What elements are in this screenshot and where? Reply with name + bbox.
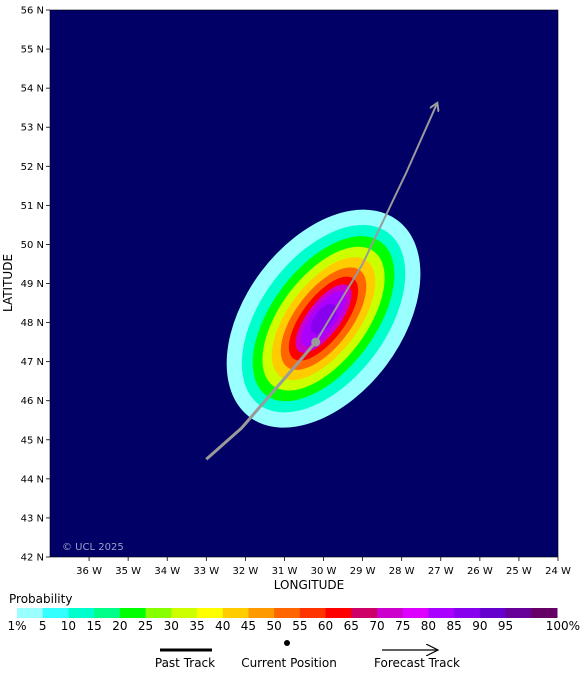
legend-bin	[145, 608, 172, 618]
legend-bin	[402, 608, 429, 618]
legend-bin	[505, 608, 532, 618]
legend-label: 1%	[7, 619, 26, 633]
legend-bin	[274, 608, 301, 618]
lon-tick-label: 36 W	[76, 566, 102, 577]
legend-bin	[325, 608, 352, 618]
lon-tick-label: 33 W	[193, 566, 219, 577]
forecast-track-label: Forecast Track	[374, 656, 460, 670]
legend-bin	[119, 608, 147, 618]
storm-track	[205, 104, 437, 461]
lat-tick-label: 56 N	[21, 6, 44, 17]
lat-tick-label: 50 N	[21, 240, 44, 251]
lat-tick-label: 53 N	[21, 123, 44, 134]
lat-tick-label: 54 N	[21, 84, 44, 95]
legend-bin	[222, 608, 249, 618]
legend-label: 45	[241, 619, 256, 633]
legend-label: 65	[344, 619, 359, 633]
legend-bin	[42, 608, 69, 618]
probability-contours	[226, 209, 421, 428]
lon-tick-label: 28 W	[389, 566, 415, 577]
legend-label: 95	[498, 619, 513, 633]
lat-tick-label: 47 N	[21, 357, 44, 368]
latitude-ticks: 42 N 43 N 44 N 45 N 46 N 47 N 48 N 49 N 50 N 51 N…	[21, 6, 50, 564]
lon-tick-label: 30 W	[311, 566, 337, 577]
lat-tick-label: 42 N	[21, 553, 44, 564]
legend-bin	[479, 608, 507, 618]
lat-tick-label: 46 N	[21, 396, 44, 407]
legend-bin	[68, 608, 95, 618]
current-position-label: Current Position	[241, 656, 337, 670]
lon-tick-label: 29 W	[350, 566, 376, 577]
legend-bin	[171, 608, 198, 618]
lon-tick-label: 25 W	[506, 566, 532, 577]
current-position-symbol	[284, 640, 290, 646]
legend-label: 40	[215, 619, 230, 633]
past-track-label: Past Track	[155, 656, 215, 670]
lat-tick-label: 48 N	[21, 318, 44, 329]
legend-label: 35	[189, 619, 204, 633]
lat-tick-label: 45 N	[21, 435, 44, 446]
past-track-line	[205, 341, 317, 461]
legend-label: 50	[267, 619, 282, 633]
legend-bin	[428, 608, 455, 618]
legend-bin	[299, 608, 327, 618]
lon-tick-label: 26 W	[467, 566, 493, 577]
lon-tick-label: 31 W	[272, 566, 298, 577]
legend-bin	[94, 608, 121, 618]
legend-title: Probability	[9, 592, 72, 606]
copyright-text: © UCL 2025	[62, 542, 124, 553]
x-axis-title: LONGITUDE	[274, 578, 344, 592]
legend-bin	[377, 608, 404, 618]
legend-bin	[17, 608, 44, 618]
legend-label: 20	[112, 619, 127, 633]
legend-label: 60	[318, 619, 333, 633]
lon-tick-label: 34 W	[154, 566, 180, 577]
lat-tick-label: 55 N	[21, 45, 44, 56]
legend-label: 55	[292, 619, 307, 633]
legend-bin	[351, 608, 378, 618]
legend-bin	[454, 608, 481, 618]
legend-label: 30	[164, 619, 179, 633]
legend-bin	[248, 608, 275, 618]
lat-tick-label: 49 N	[21, 279, 44, 290]
lon-tick-label: 32 W	[232, 566, 258, 577]
legend-label: 5	[39, 619, 47, 633]
legend-label: 15	[87, 619, 102, 633]
lat-tick-label: 52 N	[21, 162, 44, 173]
probability-contour-85	[310, 303, 337, 334]
lat-tick-label: 51 N	[21, 201, 44, 212]
legend-label: 90	[472, 619, 487, 633]
y-axis-title: LATITUDE	[1, 254, 15, 312]
probability-color-bar	[17, 608, 558, 618]
lon-tick-label: 35 W	[115, 566, 141, 577]
legend-label: 75	[395, 619, 410, 633]
legend-label: 100%	[546, 619, 580, 633]
longitude-ticks: 36 W 35 W 34 W 33 W 32 W 31 W 30 W 29 W 28 W 27 W…	[76, 557, 571, 577]
legend-label: 80	[421, 619, 436, 633]
probability-labels: 1% 5 10 15 20 25 30 35 40 45 50 55 60 65 70 75 80 85 90 95 1…	[7, 619, 580, 633]
lon-tick-label: 24 W	[545, 566, 571, 577]
lon-tick-label: 27 W	[428, 566, 454, 577]
forecast-track-line	[314, 104, 437, 343]
legend-bin	[197, 608, 224, 618]
legend-bin	[531, 608, 558, 618]
lat-tick-label: 43 N	[21, 513, 44, 524]
legend-label: 70	[369, 619, 384, 633]
legend-label: 10	[61, 619, 76, 633]
legend-label: 85	[447, 619, 462, 633]
lat-tick-label: 44 N	[21, 474, 44, 485]
legend-label: 25	[138, 619, 153, 633]
current-position-marker	[311, 337, 321, 347]
